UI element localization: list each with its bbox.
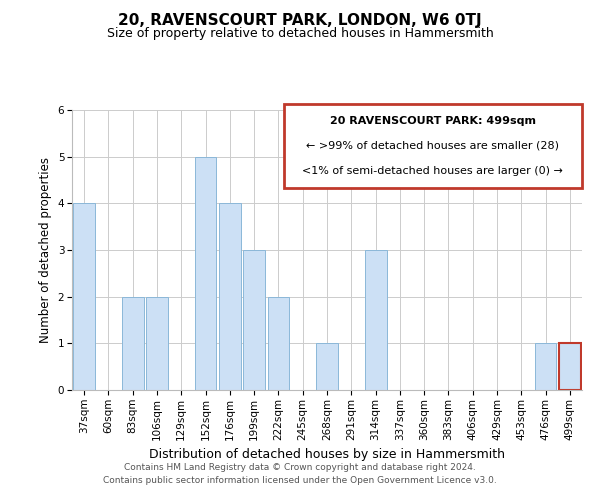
Bar (73, 204, 95, 390)
Text: Contains HM Land Registry data © Crown copyright and database right 2024.: Contains HM Land Registry data © Crown c… (124, 464, 476, 472)
Bar (219, 204, 241, 390)
Text: <1% of semi-detached houses are larger (0) →: <1% of semi-detached houses are larger (… (302, 166, 563, 176)
Bar (122, 296, 143, 390)
Bar (365, 250, 386, 390)
Bar (194, 156, 217, 390)
Y-axis label: Number of detached properties: Number of detached properties (39, 157, 52, 343)
Bar (559, 344, 581, 390)
Bar (535, 344, 556, 390)
Bar (243, 250, 265, 390)
Text: ← >99% of detached houses are smaller (28): ← >99% of detached houses are smaller (2… (307, 141, 559, 151)
Bar (146, 296, 168, 390)
Text: 20, RAVENSCOURT PARK, LONDON, W6 0TJ: 20, RAVENSCOURT PARK, LONDON, W6 0TJ (118, 12, 482, 28)
FancyBboxPatch shape (284, 104, 582, 188)
Bar (268, 296, 289, 390)
Bar (316, 344, 338, 390)
X-axis label: Distribution of detached houses by size in Hammersmith: Distribution of detached houses by size … (149, 448, 505, 461)
Text: 20 RAVENSCOURT PARK: 499sqm: 20 RAVENSCOURT PARK: 499sqm (330, 116, 536, 126)
Text: Contains public sector information licensed under the Open Government Licence v3: Contains public sector information licen… (103, 476, 497, 485)
Text: Size of property relative to detached houses in Hammersmith: Size of property relative to detached ho… (107, 28, 493, 40)
